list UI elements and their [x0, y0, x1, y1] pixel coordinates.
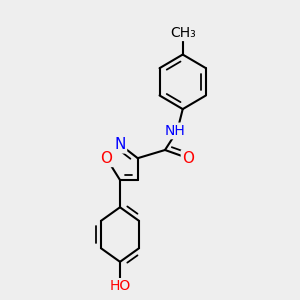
Text: N: N: [114, 137, 126, 152]
Text: O: O: [182, 151, 194, 166]
Text: NH: NH: [164, 124, 185, 138]
Text: O: O: [100, 151, 112, 166]
Text: CH₃: CH₃: [170, 26, 196, 40]
Text: HO: HO: [110, 279, 130, 293]
